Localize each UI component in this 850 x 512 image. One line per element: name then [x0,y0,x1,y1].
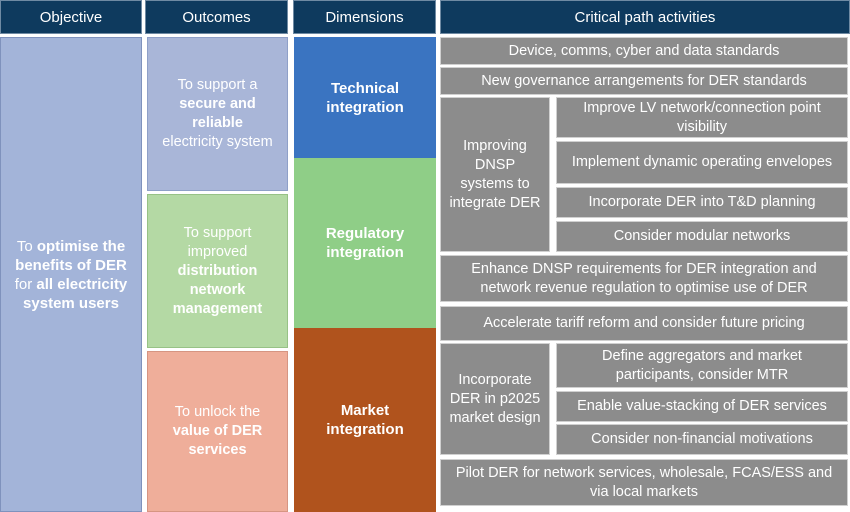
outcome-2-bold: distribution network management [172,262,263,317]
outcome-1-pre: To support a [177,77,258,93]
dimension-technical: Technical integration [294,37,436,158]
dimension-market-line1: Market [340,402,390,419]
group-dnsp-systems-label: Improving DNSP systems to integrate DER [449,137,541,211]
header-objective-label: Objective [39,8,103,26]
activity-tariff-reform: Accelerate tariff reform and consider fu… [440,306,848,341]
activity-modular-networks-label: Consider modular networks [613,228,791,245]
activity-governance: New governance arrangements for DER stan… [440,67,848,95]
activity-value-stacking-label: Enable value-stacking of DER services [577,398,827,415]
header-objective: Objective [0,0,142,34]
activity-pilot-der-label: Pilot DER for network services, wholesal… [455,465,833,500]
objective-box: To optimise the benefits of DER for all … [0,37,142,512]
outcome-1-bold: secure and reliable [179,96,256,131]
objective-text-part1: To [16,237,37,255]
activity-define-aggregators-label: Define aggregators and market participan… [602,348,802,383]
dimension-technical-line2: integration [326,98,404,116]
activity-lv-visibility: Improve LV network/connection point visi… [556,97,848,138]
objective-text-part2: optimise the benefits of DER [15,237,127,274]
dimension-market-line2: integration [326,421,404,438]
activity-dnsp-requirements-label: Enhance DNSP requirements for DER integr… [471,261,817,296]
dimension-regulatory-line2: integration [326,244,404,261]
activity-dynamic-envelopes: Implement dynamic operating envelopes [556,141,848,184]
activity-pilot-der: Pilot DER for network services, wholesal… [440,459,848,506]
outcome-3-bold: value of DER services [172,423,263,458]
header-outcomes: Outcomes [145,0,288,34]
activity-dynamic-envelopes-label: Implement dynamic operating envelopes [571,154,833,171]
outcome-1-post: electricity system [162,134,273,150]
outcome-value-der: To unlock the value of DER services [147,351,288,512]
objective-text-part4: all electricity system users [23,275,128,312]
dimension-technical-line1: Technical [330,79,400,97]
group-market-design: Incorporate DER in p2025 market design [440,343,550,455]
activity-non-financial-label: Consider non-financial motivations [591,431,813,448]
activity-governance-label: New governance arrangements for DER stan… [481,72,807,89]
outcome-distribution-network: To support improved distribution network… [147,194,288,348]
activity-standards: Device, comms, cyber and data standards [440,37,848,65]
activity-modular-networks: Consider modular networks [556,221,848,252]
activity-lv-visibility-label: Improve LV network/connection point visi… [583,100,821,135]
dimension-market: Market integration [294,328,436,512]
group-market-design-label: Incorporate DER in p2025 market design [449,371,541,426]
objective-text-part3: for [14,275,37,293]
header-activities-label: Critical path activities [574,8,716,26]
activity-standards-label: Device, comms, cyber and data standards [508,42,780,59]
activity-td-planning-label: Incorporate DER into T&D planning [588,194,816,211]
activity-non-financial: Consider non-financial motivations [556,424,848,455]
outcome-3-pre: To unlock the [174,404,261,420]
dimension-regulatory: Regulatory integration [294,158,436,328]
activity-define-aggregators: Define aggregators and market participan… [556,343,848,388]
activity-tariff-reform-label: Accelerate tariff reform and consider fu… [483,315,805,332]
activity-td-planning: Incorporate DER into T&D planning [556,187,848,218]
activity-value-stacking: Enable value-stacking of DER services [556,391,848,422]
objective-text: To optimise the benefits of DER for all … [9,237,133,313]
outcome-secure-reliable: To support a secure and reliable electri… [147,37,288,191]
header-dimensions-label: Dimensions [325,8,404,26]
header-outcomes-label: Outcomes [182,8,251,26]
outcome-2-pre: To support improved [183,224,252,260]
activity-dnsp-requirements: Enhance DNSP requirements for DER integr… [440,255,848,302]
dimension-regulatory-line1: Regulatory [325,225,405,242]
header-dimensions: Dimensions [293,0,436,34]
header-activities: Critical path activities [440,0,850,34]
group-dnsp-systems: Improving DNSP systems to integrate DER [440,97,550,252]
